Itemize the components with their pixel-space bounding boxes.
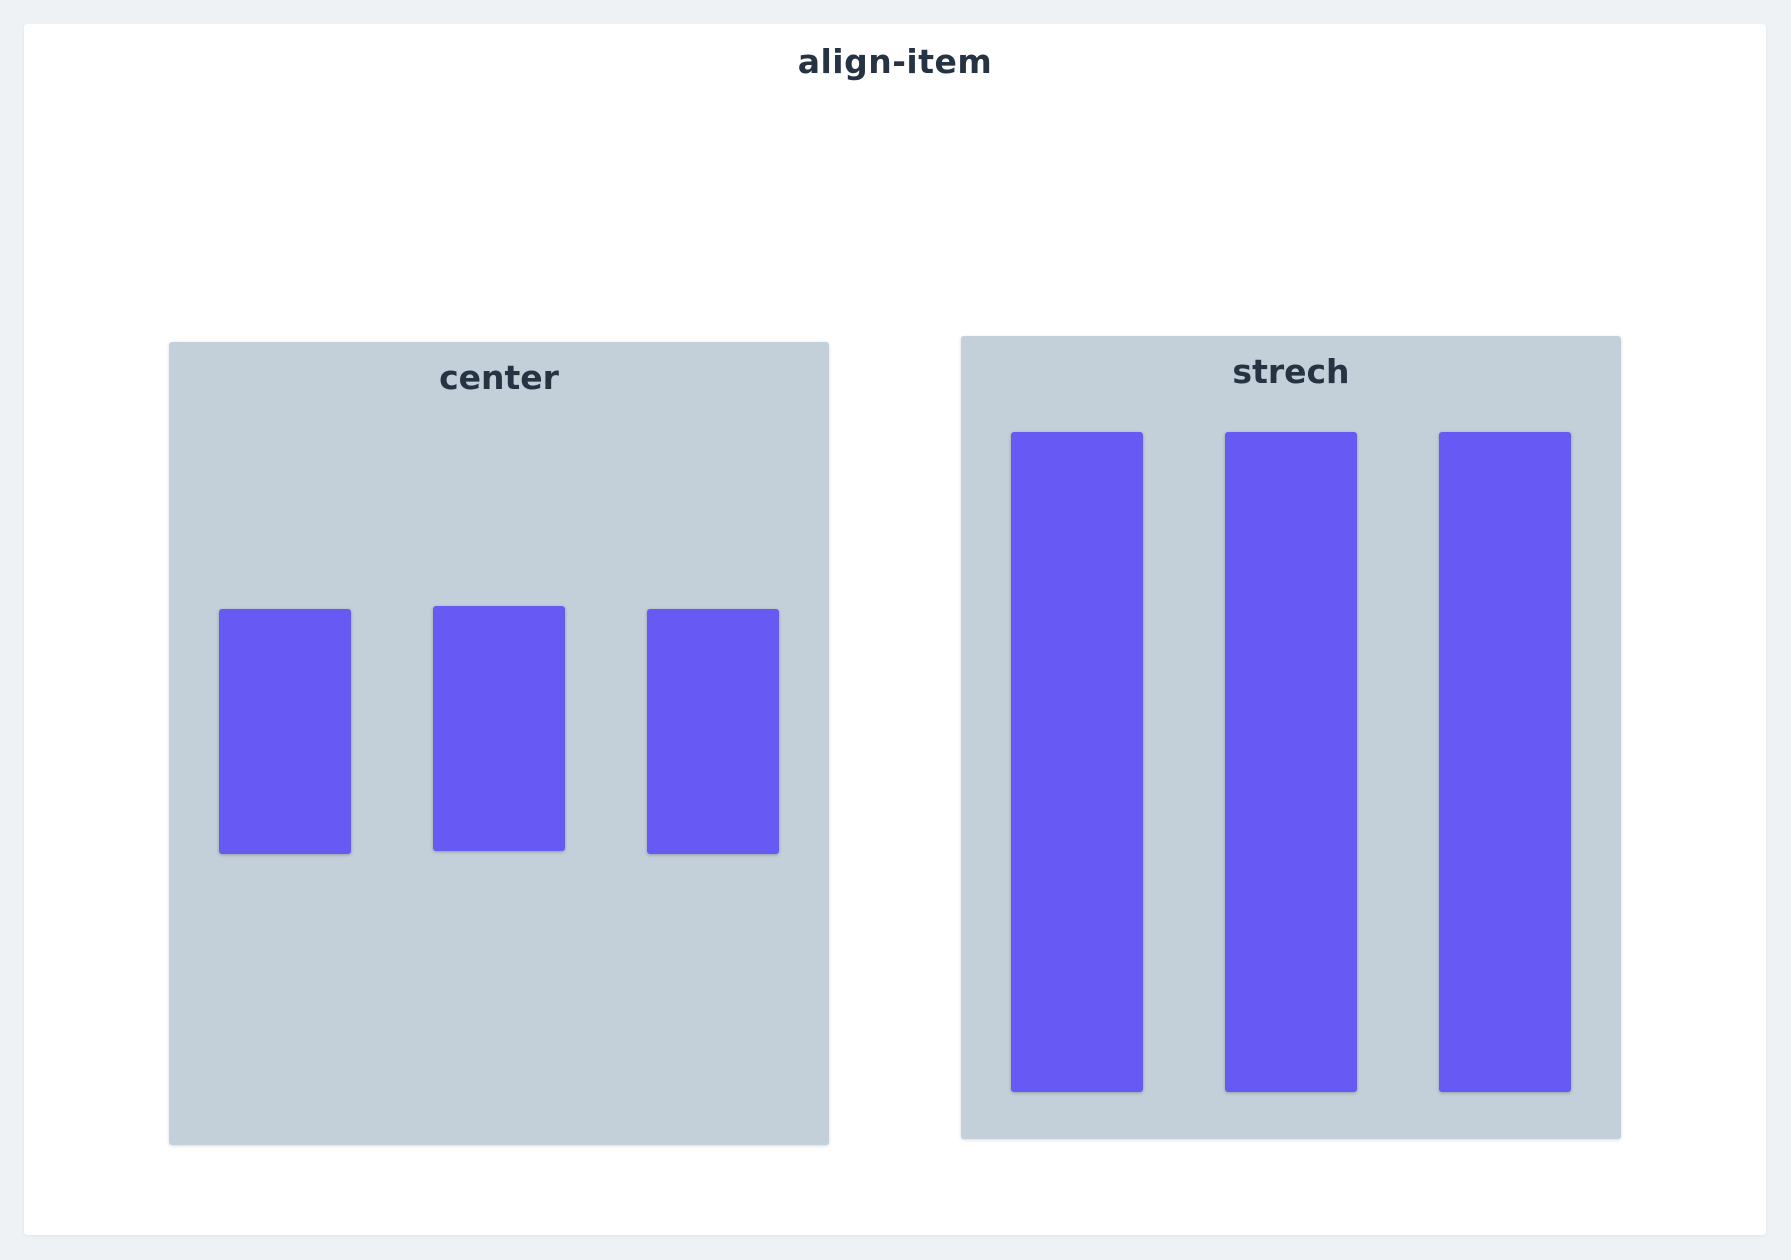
demo-stretch-title: strech (1232, 352, 1350, 391)
flex-item-box (1011, 432, 1143, 1092)
demo-center-title: center (439, 358, 559, 397)
flex-item-box (647, 609, 779, 854)
main-card: align-item center strech (24, 24, 1766, 1235)
demo-center-container: center (169, 342, 829, 1145)
flex-item-box (1439, 432, 1571, 1092)
page-title: align-item (797, 42, 993, 81)
demo-stretch-container: strech (961, 336, 1621, 1139)
flex-item-box (1225, 432, 1357, 1092)
flex-item-box (219, 609, 351, 854)
flex-item-box (433, 606, 565, 851)
